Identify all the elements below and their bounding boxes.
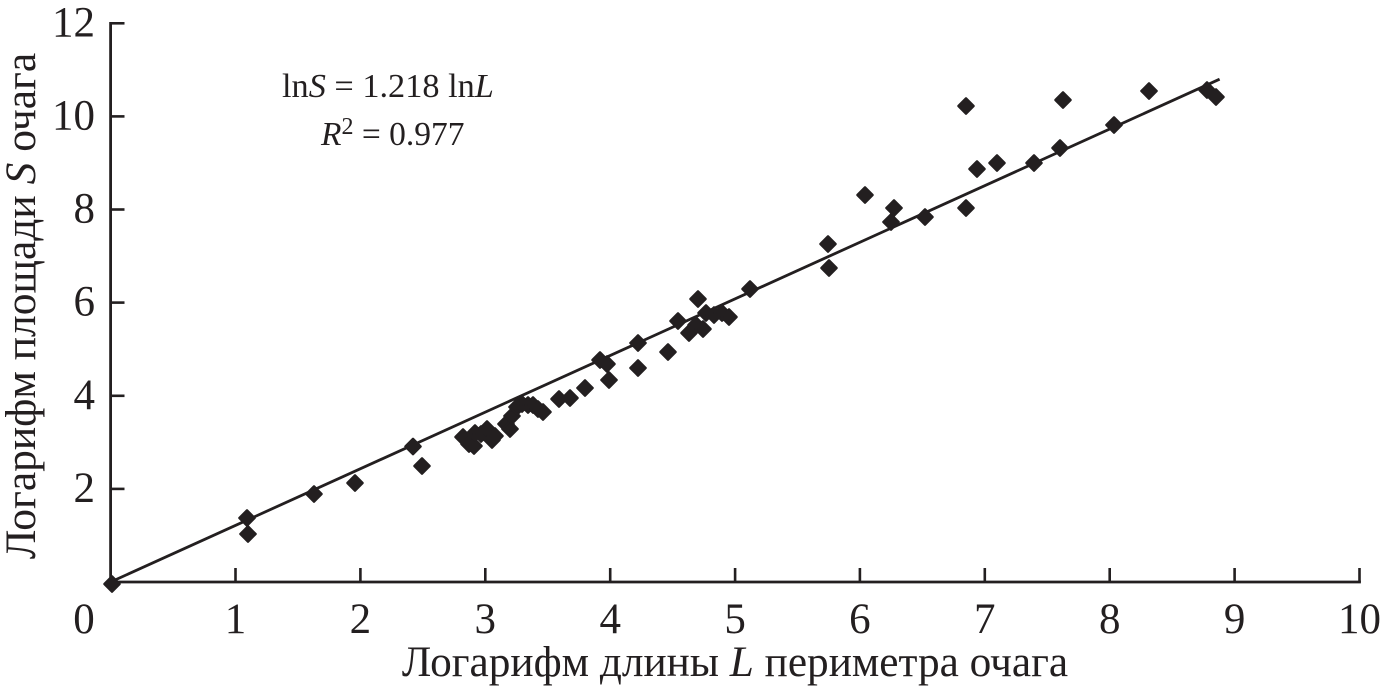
svg-text:6: 6 [74, 279, 96, 326]
svg-text:4: 4 [74, 372, 96, 419]
svg-text:10: 10 [1338, 596, 1380, 643]
svg-text:lnS = 1.218 lnL: lnS = 1.218 lnL [282, 67, 494, 105]
svg-text:0: 0 [73, 596, 95, 643]
svg-text:2: 2 [74, 465, 96, 512]
svg-text:5: 5 [724, 596, 746, 643]
svg-text:9: 9 [1224, 596, 1246, 643]
svg-text:1: 1 [225, 596, 247, 643]
svg-text:7: 7 [974, 596, 996, 643]
svg-text:2: 2 [350, 596, 372, 643]
svg-text:8: 8 [1099, 596, 1121, 643]
svg-text:3: 3 [475, 596, 497, 643]
svg-text:6: 6 [849, 596, 871, 643]
svg-text:12: 12 [52, 0, 95, 46]
svg-text:R2 = 0.977: R2 = 0.977 [320, 114, 465, 153]
svg-text:Логарифм длины L периметра оча: Логарифм длины L периметра очага [402, 638, 1068, 686]
svg-text:Логарифм площади S очага: Логарифм площади S очага [0, 53, 45, 559]
svg-text:8: 8 [74, 186, 96, 233]
svg-text:4: 4 [599, 596, 621, 643]
svg-text:10: 10 [52, 92, 95, 139]
